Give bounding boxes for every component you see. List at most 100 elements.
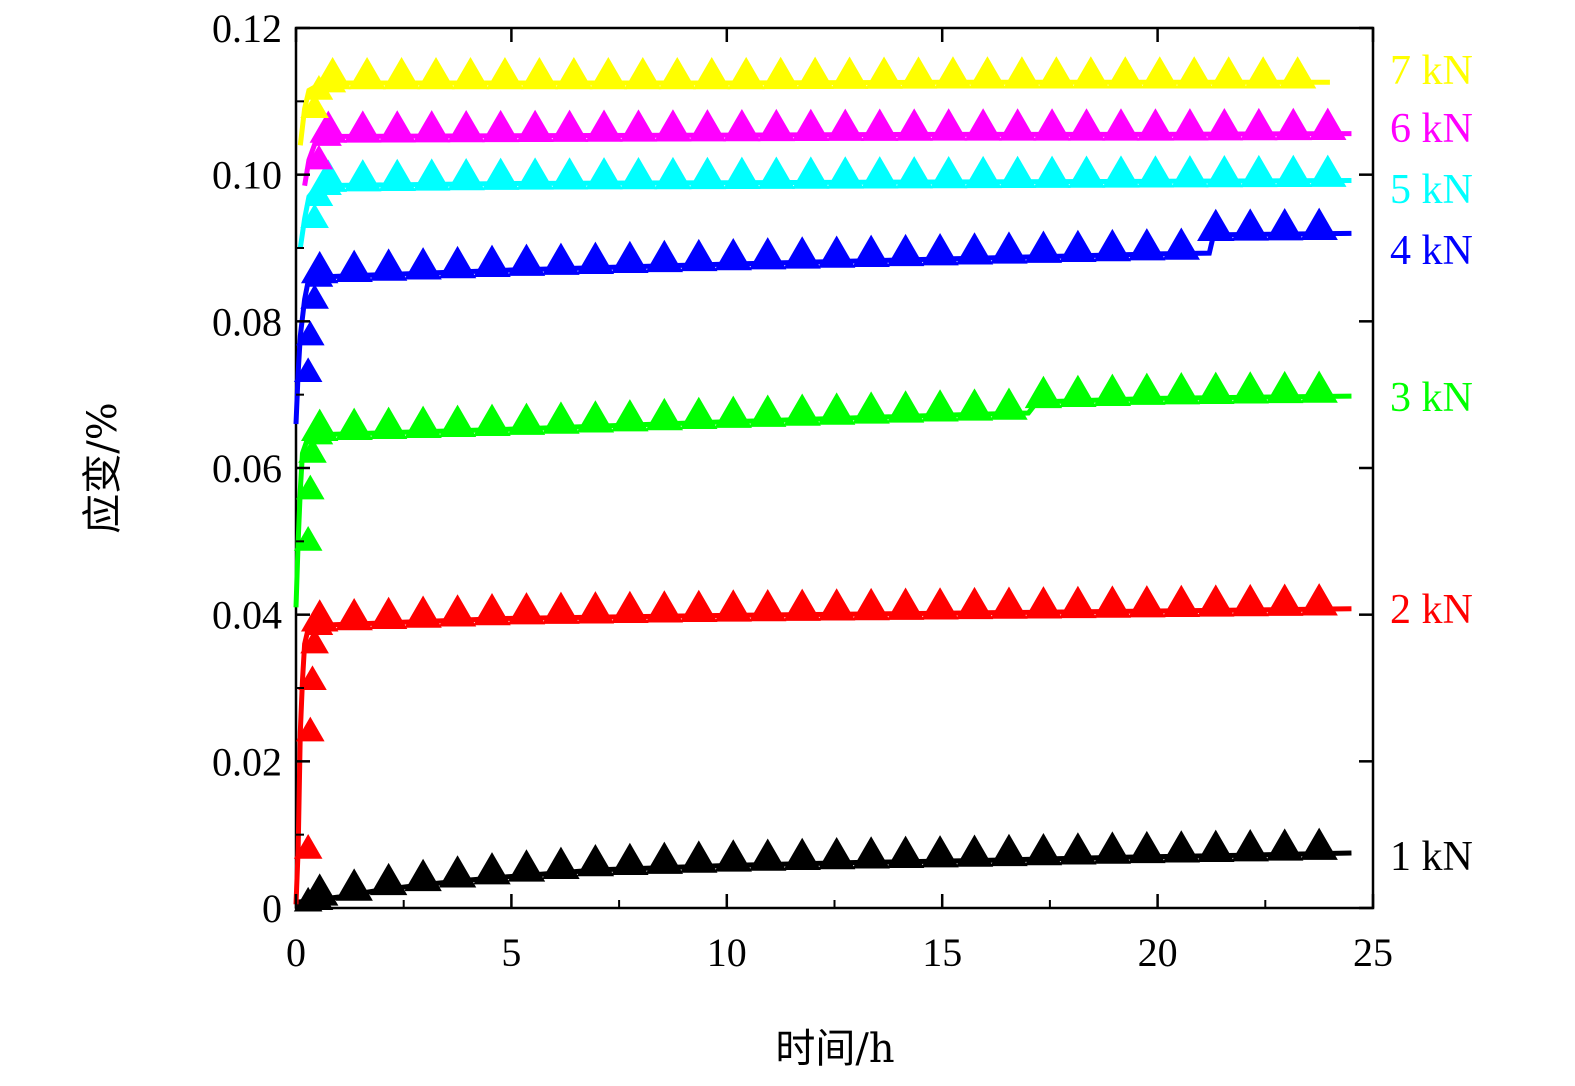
loading-marker xyxy=(300,628,329,654)
creep-marker xyxy=(727,56,765,90)
creep-marker xyxy=(1102,155,1140,188)
creep-marker xyxy=(344,110,382,143)
creep-marker xyxy=(645,397,684,431)
creep-marker xyxy=(1171,108,1209,141)
creep-marker xyxy=(714,589,752,622)
y-tick-label: 0 xyxy=(262,886,282,931)
creep-marker xyxy=(1197,371,1235,404)
loading-marker xyxy=(300,284,329,309)
creep-marker xyxy=(404,595,442,628)
creep-marker xyxy=(300,599,339,632)
creep-marker xyxy=(1309,154,1347,187)
creep-marker xyxy=(895,108,933,141)
creep-marker xyxy=(852,587,890,621)
creep-marker xyxy=(990,586,1028,619)
creep-marker xyxy=(1162,830,1200,863)
creep-marker xyxy=(658,56,696,90)
creep-marker xyxy=(1102,108,1140,141)
creep-marker xyxy=(507,592,546,625)
creep-marker xyxy=(576,400,615,433)
creep-marker xyxy=(404,405,442,438)
creep-marker xyxy=(1231,583,1269,617)
creep-marker xyxy=(507,243,546,276)
creep-marker xyxy=(542,846,580,879)
creep-marker xyxy=(921,389,959,422)
creep-marker xyxy=(611,240,649,274)
creep-marker xyxy=(680,396,718,430)
loading-marker xyxy=(296,716,325,742)
creep-marker xyxy=(1128,830,1166,864)
creep-marker xyxy=(783,588,821,621)
creep-marker xyxy=(921,835,959,868)
creep-marker xyxy=(624,56,662,90)
creep-marker xyxy=(1093,228,1132,262)
creep-marker xyxy=(369,248,408,281)
creep-marker xyxy=(714,395,752,428)
loading-marker xyxy=(300,93,329,119)
creep-marker xyxy=(688,156,727,190)
creep-marker xyxy=(955,388,994,421)
series-4 xyxy=(293,207,1352,425)
creep-marker xyxy=(473,403,511,436)
creep-marker xyxy=(899,56,938,89)
creep-marker xyxy=(852,391,890,424)
creep-marker xyxy=(826,156,864,189)
creep-marker xyxy=(309,159,348,192)
creep-marker xyxy=(1128,372,1166,405)
creep-marker xyxy=(1265,583,1304,616)
creep-marker xyxy=(955,834,994,867)
creep-marker xyxy=(1067,108,1106,141)
creep-marker xyxy=(473,852,511,885)
creep-marker xyxy=(378,158,416,192)
creep-marker xyxy=(1128,585,1166,618)
creep-marker xyxy=(1033,155,1071,188)
creep-marker xyxy=(1037,56,1076,89)
creep-marker xyxy=(968,56,1007,89)
creep-marker xyxy=(309,110,348,143)
creep-marker xyxy=(585,157,623,190)
creep-marker xyxy=(576,591,615,624)
creep-marker xyxy=(861,108,899,141)
creep-marker xyxy=(1033,108,1071,141)
creep-marker xyxy=(688,109,727,142)
creep-marker xyxy=(817,235,856,268)
series-2 xyxy=(293,583,1352,905)
loading-marker xyxy=(300,203,329,229)
loading-marker xyxy=(293,357,323,383)
creep-marker xyxy=(1093,831,1132,864)
creep-marker xyxy=(714,839,752,872)
creep-marker xyxy=(955,232,994,265)
creep-marker xyxy=(348,56,386,90)
x-tick-label: 10 xyxy=(707,930,747,975)
creep-marker xyxy=(542,401,580,434)
creep-marker xyxy=(1136,108,1175,141)
creep-marker xyxy=(645,841,684,874)
creep-marker xyxy=(723,156,761,189)
creep-marker xyxy=(486,56,524,90)
series-loading-line xyxy=(293,276,312,425)
creep-marker xyxy=(1136,155,1175,188)
y-tick-label: 0.08 xyxy=(212,299,282,344)
series-labels: 1 kN 2 kN 3 kN 4 kN 5 kN 6 kN 7 kN xyxy=(1390,48,1473,880)
loading-marker xyxy=(296,474,325,500)
creep-marker xyxy=(1059,229,1097,263)
creep-marker xyxy=(555,56,593,90)
creep-marker xyxy=(451,56,490,90)
creep-marker xyxy=(1309,107,1347,140)
creep-marker xyxy=(413,110,451,143)
creep-marker xyxy=(1162,584,1200,618)
creep-marker xyxy=(1093,373,1132,406)
x-tick-label: 20 xyxy=(1138,930,1178,975)
creep-marker xyxy=(990,231,1028,264)
creep-marker xyxy=(369,862,408,896)
creep-marker xyxy=(1205,154,1244,188)
plot-border xyxy=(294,26,1375,910)
series-loading-line xyxy=(293,434,312,608)
creep-marker xyxy=(817,836,856,870)
creep-marker xyxy=(481,157,520,190)
x-tick-label: 5 xyxy=(501,930,521,975)
creep-marker xyxy=(1240,107,1278,141)
creep-marker xyxy=(1024,375,1063,409)
creep-marker xyxy=(438,594,477,627)
series-layer xyxy=(293,56,1352,912)
